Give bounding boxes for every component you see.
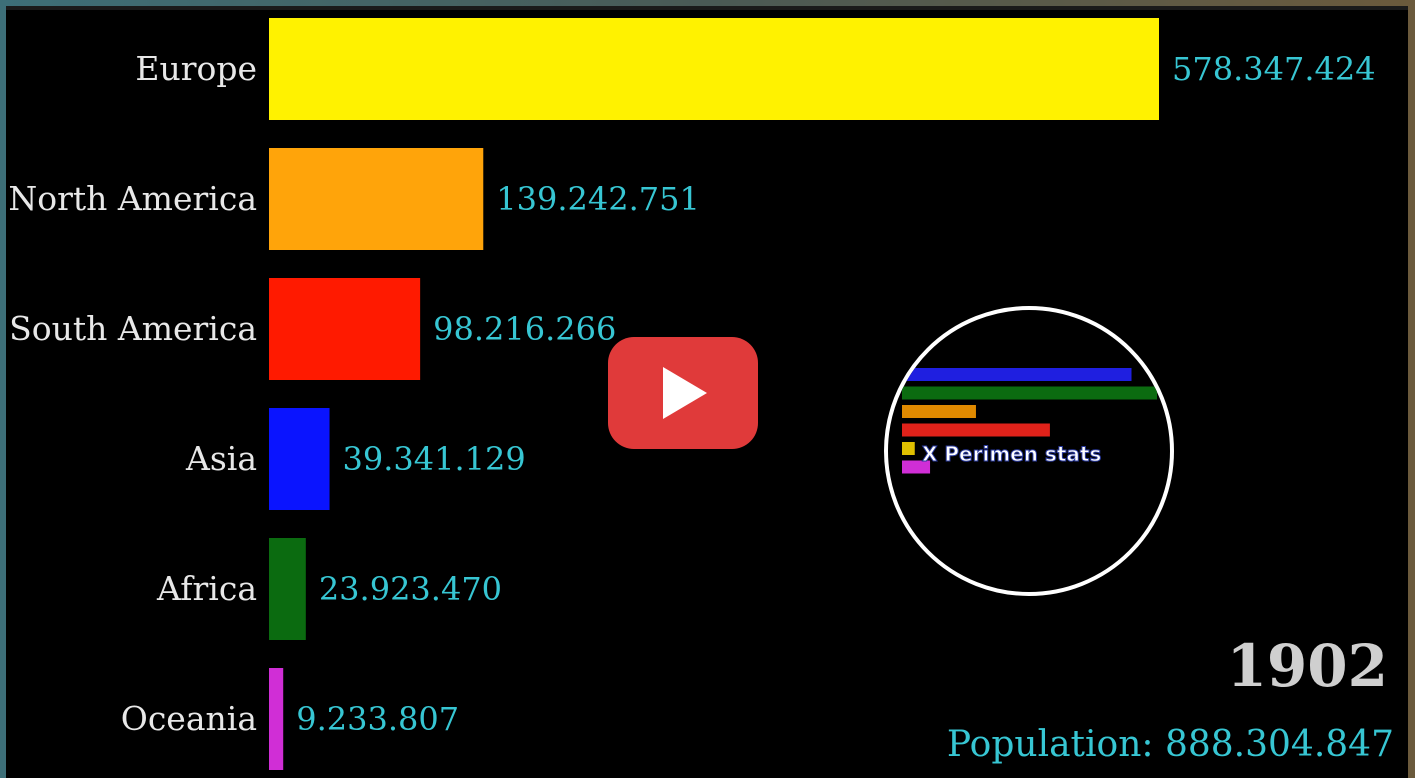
value-label: 9.233.807 <box>296 700 459 738</box>
watermark-mini-bar <box>902 386 1157 400</box>
category-label: North America <box>8 179 257 218</box>
play-icon <box>663 367 707 419</box>
value-label: 578.347.424 <box>1172 50 1376 88</box>
video-frame[interactable]: Europe 578.347.424 North America 139.242.75… <box>6 6 1408 778</box>
top-edge-divider <box>6 6 1408 10</box>
category-label: South America <box>9 309 257 348</box>
channel-watermark: X Perimen stats <box>884 306 1174 596</box>
value-label: 98.216.266 <box>433 310 616 348</box>
bar-south-america <box>269 278 421 380</box>
total-population-label: Population: 888.304.847 <box>946 724 1394 765</box>
watermark-mini-bar <box>902 405 976 418</box>
category-label: Oceania <box>121 699 257 738</box>
category-label: Asia <box>185 439 257 478</box>
bar-chart: Europe 578.347.424 North America 139.242.75… <box>8 18 1376 770</box>
watermark-mini-bar <box>902 368 1132 381</box>
bar-oceania <box>269 668 284 770</box>
year-label: 1902 <box>1226 632 1388 700</box>
watermark-mini-chart <box>902 368 1157 474</box>
value-label: 39.341.129 <box>343 440 526 478</box>
bar-europe <box>269 18 1159 120</box>
play-button[interactable] <box>608 337 758 449</box>
watermark-mini-bar <box>902 460 931 474</box>
bar-africa <box>269 538 306 640</box>
value-label: 139.242.751 <box>496 180 700 218</box>
category-label: Europe <box>135 49 257 88</box>
watermark-mini-bar <box>902 423 1050 437</box>
category-label: Africa <box>156 569 257 608</box>
value-label: 23.923.470 <box>319 570 502 608</box>
watermark-text: X Perimen stats <box>921 442 1102 467</box>
bar-north-america <box>269 148 484 250</box>
watermark-mini-bar <box>902 442 915 455</box>
bar-asia <box>269 408 330 510</box>
